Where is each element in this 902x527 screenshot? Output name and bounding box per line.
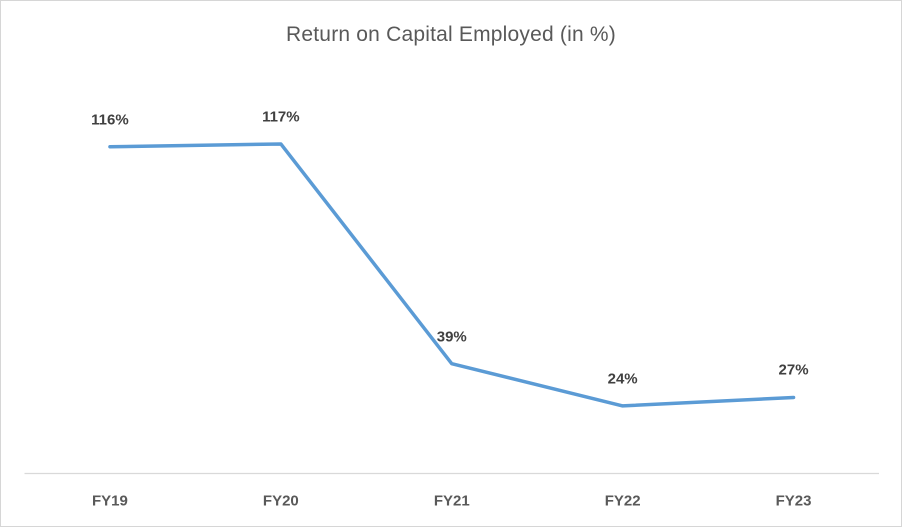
x-axis-label: FY20 xyxy=(262,492,299,510)
chart-title: Return on Capital Employed (in %) xyxy=(286,23,616,46)
x-axis-label: FY19 xyxy=(92,492,128,510)
data-label: 24% xyxy=(607,370,638,388)
x-axis-label: FY21 xyxy=(433,492,470,510)
data-label: 116% xyxy=(91,111,129,129)
data-label: 117% xyxy=(262,108,300,126)
data-line-series xyxy=(108,142,796,408)
x-axis-label: FY23 xyxy=(775,492,812,510)
data-label: 27% xyxy=(778,361,809,379)
x-axis-label: FY22 xyxy=(604,492,641,510)
data-label: 39% xyxy=(436,328,467,346)
